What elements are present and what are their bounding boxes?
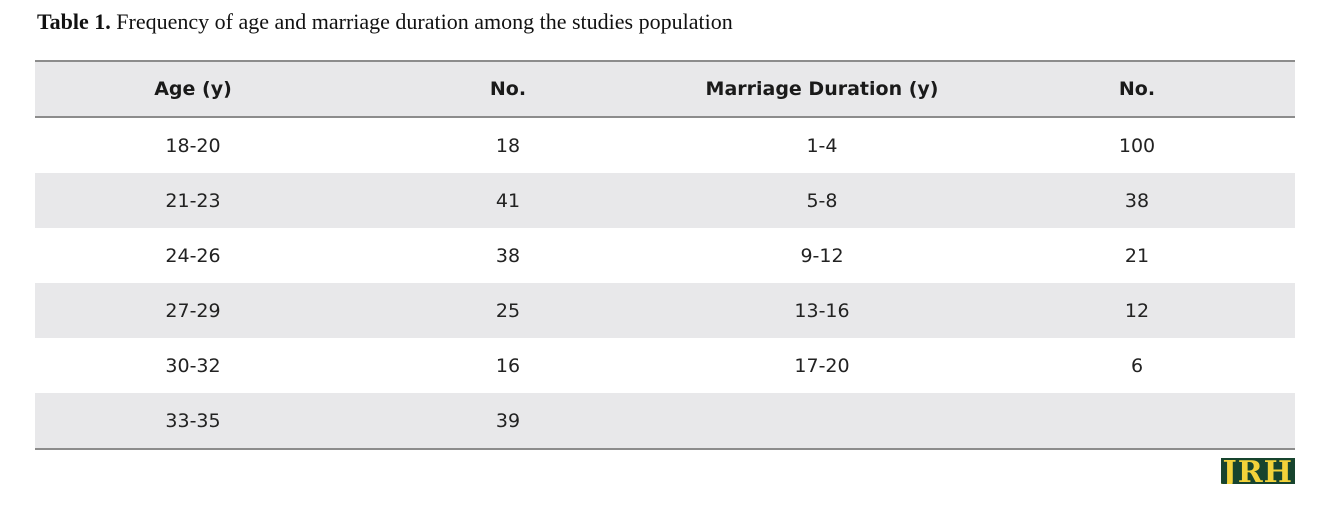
cell-duration [665,393,979,450]
header-duration-count: No. [979,60,1295,118]
caption-label: Table 1. [37,9,111,34]
table-caption: Table 1. Frequency of age and marriage d… [37,7,733,37]
header-marriage-duration: Marriage Duration (y) [665,60,979,118]
cell-age-count: 41 [495,189,521,212]
data-table-container: Age (y) No. Marriage Duration (y) No. 18… [35,60,1295,450]
cell-age-count: 18 [495,134,521,157]
table-row: 21-23 41 5-8 38 [35,173,1295,228]
table-row: 27-29 25 13-16 12 [35,283,1295,338]
journal-logo: JRH [1220,458,1295,484]
cell-duration: 1-4 [806,134,838,157]
table-row: 33-35 39 [35,393,1295,450]
cell-duration-count: 38 [1124,189,1150,212]
cell-age-count: 25 [495,299,521,322]
cell-age: 33-35 [35,393,351,450]
cell-duration: 9-12 [800,244,844,267]
cell-age: 27-29 [165,299,221,322]
cell-age: 18-20 [165,134,221,157]
cell-duration: 5-8 [806,189,838,212]
cell-duration-count: 6 [1130,354,1144,377]
frequency-table: Age (y) No. Marriage Duration (y) No. 18… [35,60,1295,450]
table-row: 24-26 38 9-12 21 [35,228,1295,283]
cell-age: 24-26 [165,244,221,267]
cell-age: 21-23 [165,189,221,212]
table-row: 30-32 16 17-20 6 [35,338,1295,393]
header-age-count: No. [351,60,665,118]
caption-text: Frequency of age and marriage duration a… [116,9,733,34]
cell-duration: 13-16 [794,299,850,322]
cell-duration-count: 21 [1124,244,1150,267]
table-header-row: Age (y) No. Marriage Duration (y) No. [35,60,1295,118]
cell-duration-count: 100 [1118,134,1156,157]
cell-age: 30-32 [165,354,221,377]
cell-age-count: 39 [351,393,665,450]
cell-duration: 17-20 [794,354,850,377]
cell-duration-count [979,393,1295,450]
table-row: 18-20 18 1-4 100 [35,117,1295,173]
cell-duration-count: 12 [1124,299,1150,322]
header-age: Age (y) [35,60,351,118]
cell-age-count: 16 [495,354,521,377]
cell-age-count: 38 [495,244,521,267]
